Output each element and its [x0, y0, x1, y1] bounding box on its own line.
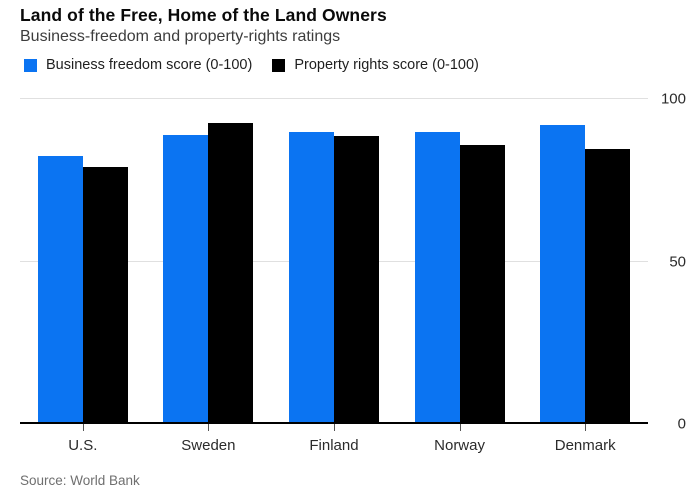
- bar-group-norway: Norway: [397, 99, 523, 454]
- bar-business-freedom: [163, 134, 209, 424]
- bar-groups: U.S. Sweden Finland Norway Denmark: [20, 99, 648, 454]
- source-note: Source: World Bank: [20, 473, 140, 488]
- plot-area: U.S. Sweden Finland Norway Denmark: [20, 98, 648, 454]
- legend: Business freedom score (0-100) Property …: [24, 57, 479, 73]
- x-axis-tick: [208, 424, 210, 431]
- bar-business-freedom: [540, 125, 586, 424]
- y-tick-label-100: 100: [660, 90, 686, 108]
- y-tick-label-50: 50: [669, 253, 686, 270]
- bar-property-rights: [82, 167, 128, 424]
- x-category-label: Norway: [434, 437, 485, 454]
- x-category-label: Sweden: [181, 437, 236, 454]
- bar-property-rights: [208, 123, 254, 424]
- bar-business-freedom: [288, 131, 334, 424]
- x-axis-tick: [333, 424, 335, 431]
- bar-business-freedom: [37, 155, 83, 424]
- legend-swatch-property-rights-icon: [272, 58, 286, 72]
- legend-swatch-business-freedom-icon: [24, 58, 37, 72]
- bar-group-sweden: Sweden: [146, 99, 272, 454]
- bar-group-denmark: Denmark: [522, 99, 648, 454]
- x-category-label: Denmark: [554, 437, 616, 454]
- x-axis-tick: [82, 424, 84, 431]
- x-category-label: Finland: [309, 437, 359, 454]
- bar-group-finland: Finland: [271, 99, 397, 454]
- x-axis-line: [20, 422, 648, 424]
- legend-label-business-freedom: Business freedom score (0-100): [46, 57, 253, 73]
- gridline-100: [20, 98, 648, 99]
- y-axis-labels: 0 50 100: [654, 91, 686, 433]
- bar-property-rights: [459, 144, 505, 424]
- x-axis-tick: [459, 424, 461, 431]
- bar-property-rights: [585, 149, 631, 424]
- chart-subtitle: Business-freedom and property-rights rat…: [20, 28, 341, 45]
- legend-label-property-rights: Property rights score (0-100): [294, 57, 479, 73]
- bar-property-rights: [333, 136, 379, 424]
- legend-item-property-rights: Property rights score (0-100): [272, 57, 479, 73]
- x-category-label: U.S.: [68, 437, 98, 454]
- chart-title: Land of the Free, Home of the Land Owner…: [20, 5, 387, 25]
- bar-business-freedom: [414, 131, 460, 424]
- bar-group-u-s: U.S.: [20, 99, 146, 454]
- legend-item-business-freedom: Business freedom score (0-100): [24, 57, 252, 73]
- y-tick-label-0: 0: [677, 415, 686, 433]
- x-axis-tick: [585, 424, 587, 431]
